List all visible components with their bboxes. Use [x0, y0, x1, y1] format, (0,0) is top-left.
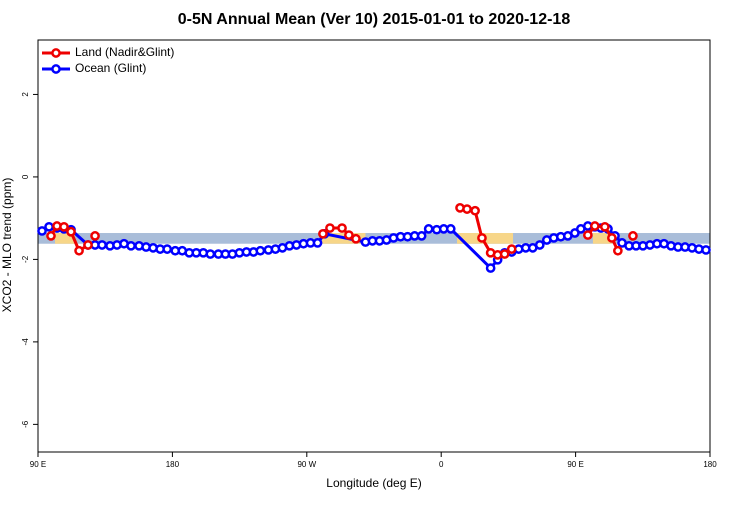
x-tick-label: 180 [166, 460, 180, 469]
data-point [351, 233, 361, 244]
data-point [416, 231, 427, 241]
data-point [607, 233, 617, 243]
data-point [97, 240, 107, 250]
x-tick-label: 90 E [567, 460, 583, 469]
data-point [628, 231, 638, 241]
data-point [205, 249, 216, 259]
data-point [90, 231, 100, 241]
data-point [445, 224, 456, 234]
legend-label: Land (Nadir&Glint) [75, 45, 174, 59]
x-tick-label: 90 W [297, 460, 316, 469]
data-point [46, 231, 56, 241]
x-tick-label: 0 [439, 460, 444, 469]
data-point [318, 228, 328, 239]
chart-title: 0-5N Annual Mean (Ver 10) 2015-01-01 to … [178, 11, 571, 28]
region-band [55, 233, 76, 244]
data-point [337, 223, 347, 233]
data-point [590, 221, 600, 231]
data-point [162, 244, 173, 254]
plot-frame [37, 39, 711, 453]
data-point [37, 226, 47, 236]
x-tick-label: 180 [703, 460, 717, 469]
y-tick-label: -6 [21, 420, 30, 428]
data-point [126, 240, 136, 251]
y-tick-label: 0 [21, 174, 30, 179]
data-point [255, 245, 266, 256]
y-tick-label: -4 [21, 338, 30, 346]
data-point [499, 249, 510, 259]
data-point [66, 226, 76, 237]
legend-marker [51, 48, 61, 58]
data-point [312, 238, 323, 248]
legend-label: Ocean (Glint) [75, 61, 146, 75]
data-point [462, 204, 472, 214]
data-point [423, 224, 434, 234]
data-point [534, 240, 545, 250]
data-point [613, 245, 623, 256]
data-point [59, 221, 69, 232]
data-point [344, 230, 354, 240]
y-tick-label: 2 [21, 92, 30, 97]
data-point [477, 233, 487, 243]
y-axis-label: XCO2 - MLO trend (ppm) [0, 178, 14, 313]
y-tick-label: -2 [21, 255, 30, 263]
data-point [485, 263, 496, 273]
data-point [701, 245, 711, 255]
data-point [600, 221, 610, 232]
region-band [592, 233, 613, 244]
data-point [83, 240, 93, 250]
data-point [325, 223, 335, 233]
x-axis-label: Longitude (deg E) [326, 476, 421, 490]
data-point [470, 205, 480, 216]
data-point [74, 245, 84, 256]
data-point [506, 244, 517, 254]
data-point [44, 221, 54, 232]
data-point [582, 230, 593, 240]
legend-marker [51, 64, 61, 74]
x-tick-label: 90 E [30, 460, 46, 469]
